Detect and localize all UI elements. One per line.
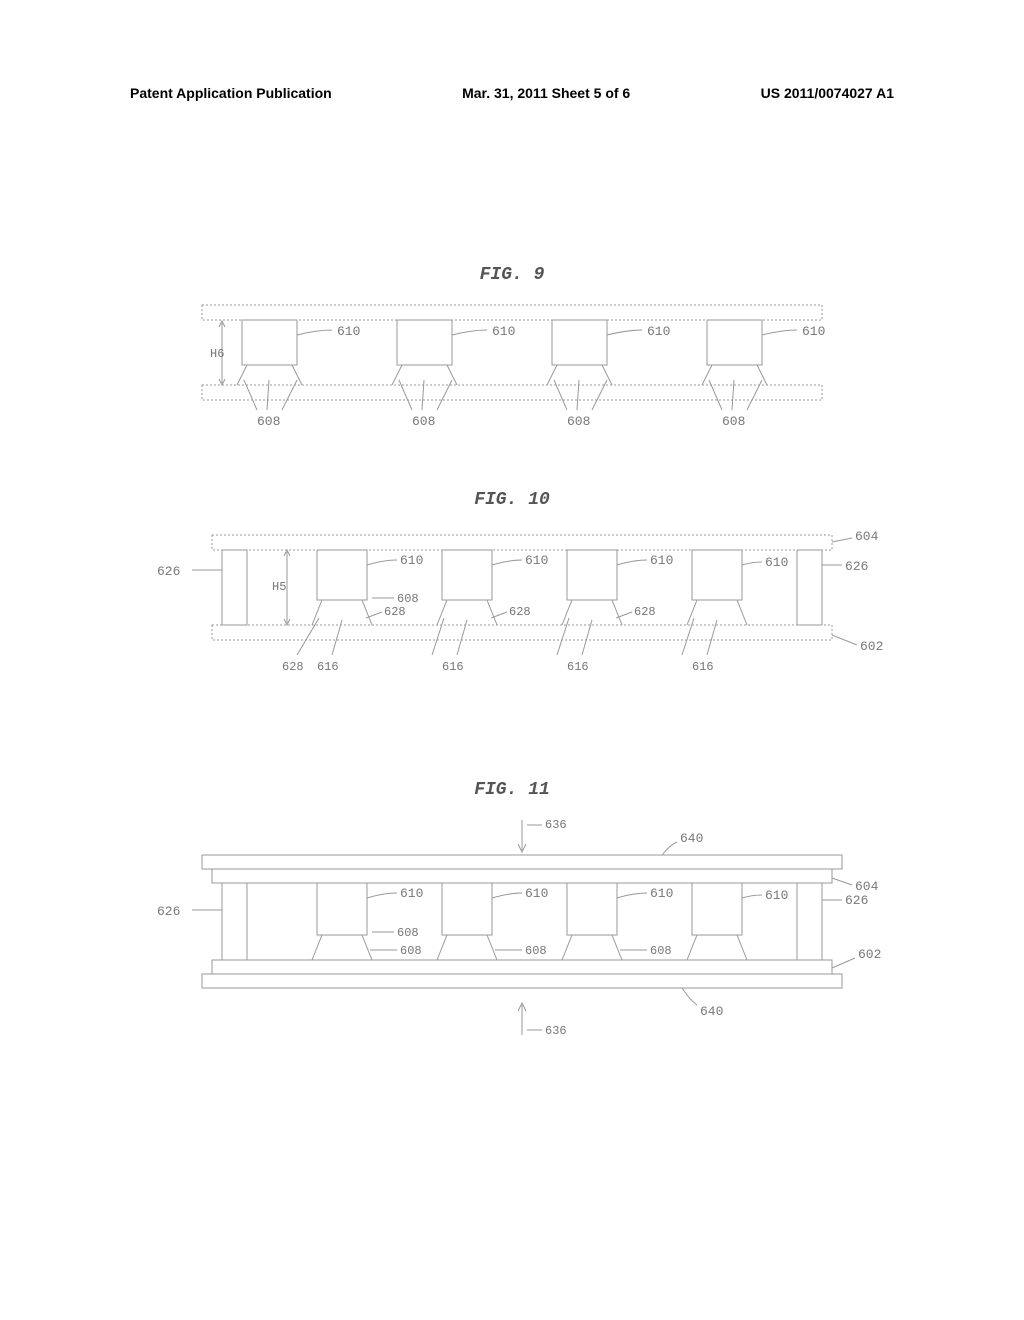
fig11-608-1a: 608 [397, 926, 419, 940]
header-right: US 2011/0074027 A1 [761, 85, 894, 101]
fig11-610-4: 610 [765, 888, 788, 903]
fig9-title: FIG. 9 [142, 265, 882, 285]
fig9-610-4: 610 [802, 324, 825, 339]
fig10-628-1: 628 [282, 660, 304, 674]
fig11-626-l: 626 [157, 904, 180, 919]
fig11-610-1: 610 [400, 886, 423, 901]
fig9-svg: 610 608 H6 610 608 610 608 610 [142, 285, 882, 455]
fig9-h6: H6 [210, 347, 224, 361]
fig9-608-2: 608 [412, 414, 435, 429]
fig11-title: FIG. 11 [122, 780, 902, 800]
fig9-610-2: 610 [492, 324, 515, 339]
fig11-610-3: 610 [650, 886, 673, 901]
fig10-628-1b: 628 [384, 605, 406, 619]
fig11-610-2: 610 [525, 886, 548, 901]
fig10-610-2: 610 [525, 553, 548, 568]
page-header: Patent Application Publication Mar. 31, … [0, 85, 1024, 101]
fig11-636-t: 636 [545, 818, 567, 832]
fig11-608-2: 608 [525, 944, 547, 958]
fig9-610-1: 610 [337, 324, 360, 339]
fig10-616-1: 616 [317, 660, 339, 674]
fig10-602: 602 [860, 639, 883, 654]
fig10-608-1: 608 [397, 592, 419, 606]
fig10-610-4: 610 [765, 555, 788, 570]
fig10-628-3: 628 [634, 605, 656, 619]
fig10-title: FIG. 10 [122, 490, 902, 510]
header-left: Patent Application Publication [130, 85, 332, 101]
fig10-616-3: 616 [567, 660, 589, 674]
fig11-604: 604 [855, 879, 879, 894]
fig9-608-4: 608 [722, 414, 745, 429]
fig11-640-b: 640 [700, 1004, 723, 1019]
fig10-626-r: 626 [845, 559, 868, 574]
fig9-610-3: 610 [647, 324, 670, 339]
fig11-svg: 636 640 604 602 640 626 626 610 608 [122, 800, 902, 1080]
fig10-610-3: 610 [650, 553, 673, 568]
fig10-616-4: 616 [692, 660, 714, 674]
fig10-h5: H5 [272, 580, 286, 594]
fig11-608-1b: 608 [400, 944, 422, 958]
fig11-636-b: 636 [545, 1024, 567, 1038]
figure-10: FIG. 10 604 602 626 626 H5 610 608 628 [122, 490, 902, 710]
fig10-616-2: 616 [442, 660, 464, 674]
header-center: Mar. 31, 2011 Sheet 5 of 6 [462, 85, 630, 101]
figure-11: FIG. 11 636 640 604 602 640 626 626 [122, 780, 902, 1080]
fig9-608-1: 608 [257, 414, 280, 429]
fig10-604: 604 [855, 529, 879, 544]
fig10-626-l: 626 [157, 564, 180, 579]
fig9-608-3: 608 [567, 414, 590, 429]
fig11-608-3: 608 [650, 944, 672, 958]
fig11-640-t: 640 [680, 831, 703, 846]
fig11-602: 602 [858, 947, 881, 962]
fig10-svg: 604 602 626 626 H5 610 608 628 628 616 [122, 510, 902, 710]
fig11-626-r: 626 [845, 893, 868, 908]
fig10-610-1: 610 [400, 553, 423, 568]
figure-9: FIG. 9 610 608 H6 610 608 [142, 265, 882, 455]
fig10-628-2: 628 [509, 605, 531, 619]
